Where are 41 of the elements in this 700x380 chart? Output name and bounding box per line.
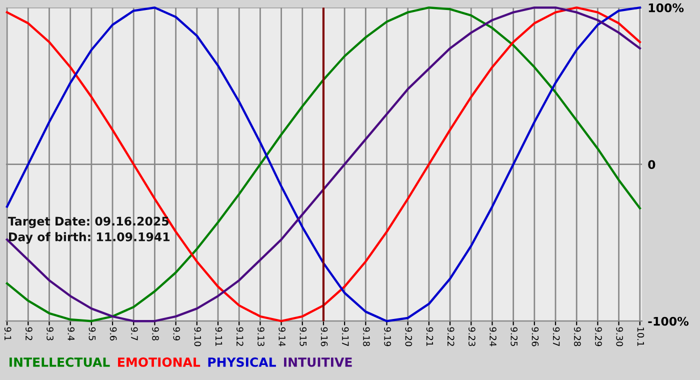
x-tick-label: 9.22 [447,327,454,346]
x-tick-label: 9.9 [173,327,180,340]
x-tick-label: 9.23 [468,327,476,346]
x-tick-label: 9.13 [258,327,264,346]
x-tick-label: 9.14 [278,327,286,346]
x-tick-label: 9.30 [616,327,624,346]
x-tick-label: 9.12 [236,327,244,346]
x-tick-label: 9.4 [68,327,75,341]
x-tick-label: 9.5 [88,327,96,340]
x-tick-label: 9.17 [342,327,349,346]
x-tick-label: 9.27 [552,327,560,346]
x-tick-label: 9.11 [215,327,222,346]
text: INTUITIVE [284,358,352,367]
x-tick-label: 9.7 [131,327,138,340]
x-tick-label: 9.15 [300,327,307,346]
x-tick-label: 9.18 [363,327,370,346]
text: PHYSICAL [208,357,276,367]
x-tick-label: 9.8 [152,327,159,340]
x-tick-label: 9.2 [26,327,32,340]
y-tick-label: 100% [648,3,684,12]
x-tick-label: 9.3 [46,327,54,340]
x-tick-label: 9.6 [110,327,117,340]
x-tick-label: 9.1 [4,327,12,340]
text: INTELLECTUAL [10,357,110,367]
y-tick-label: 0 [648,160,656,170]
line-series [6,6,641,322]
annotation: Target Date: 09.16.2025 [8,216,169,228]
x-tick-label: 9.16 [320,327,328,346]
text: EMOTIONAL [118,357,200,367]
x-tick-label: 9.21 [426,327,434,346]
x-tick-label: 10.1 [637,328,644,346]
x-tick-label: 9.20 [405,327,412,346]
x-tick-label: 9.26 [532,327,539,346]
x-tick-label: 9.10 [194,327,202,346]
x-tick-label: 9.28 [574,327,581,346]
annotation: Day of birth: 11.09.1941 [8,232,170,244]
x-tick-label: 9.19 [384,327,391,346]
x-tick-label: 9.29 [595,327,602,346]
x-tick-label: 9.25 [510,327,518,346]
x-tick-label: 9.24 [490,327,496,346]
y-tick-label: -100% [648,316,689,326]
